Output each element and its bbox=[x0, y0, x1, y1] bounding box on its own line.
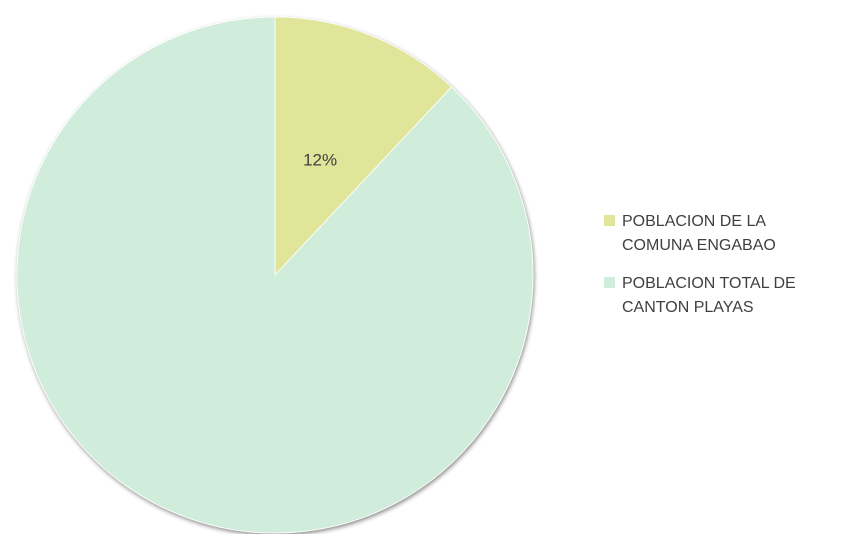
legend: POBLACION DE LA COMUNA ENGABAO POBLACION… bbox=[604, 210, 839, 334]
pie-slices bbox=[16, 16, 534, 534]
legend-label-canton-playas: POBLACION TOTAL DE CANTON PLAYAS bbox=[622, 275, 796, 316]
data-label-comuna-engabao: 12% bbox=[303, 151, 337, 170]
pie-slice-comuna-engabao bbox=[274, 16, 453, 277]
legend-item-comuna-engabao: POBLACION DE LA COMUNA ENGABAO bbox=[604, 210, 839, 258]
legend-label-comuna-engabao: POBLACION DE LA COMUNA ENGABAO bbox=[622, 213, 776, 254]
legend-swatch-canton-playas bbox=[604, 277, 615, 288]
legend-item-canton-playas: POBLACION TOTAL DE CANTON PLAYAS bbox=[604, 272, 839, 320]
pie-data-labels: 12% bbox=[303, 151, 337, 170]
legend-swatch-comuna-engabao bbox=[604, 215, 615, 226]
pie-slice-canton-playas bbox=[16, 16, 534, 534]
